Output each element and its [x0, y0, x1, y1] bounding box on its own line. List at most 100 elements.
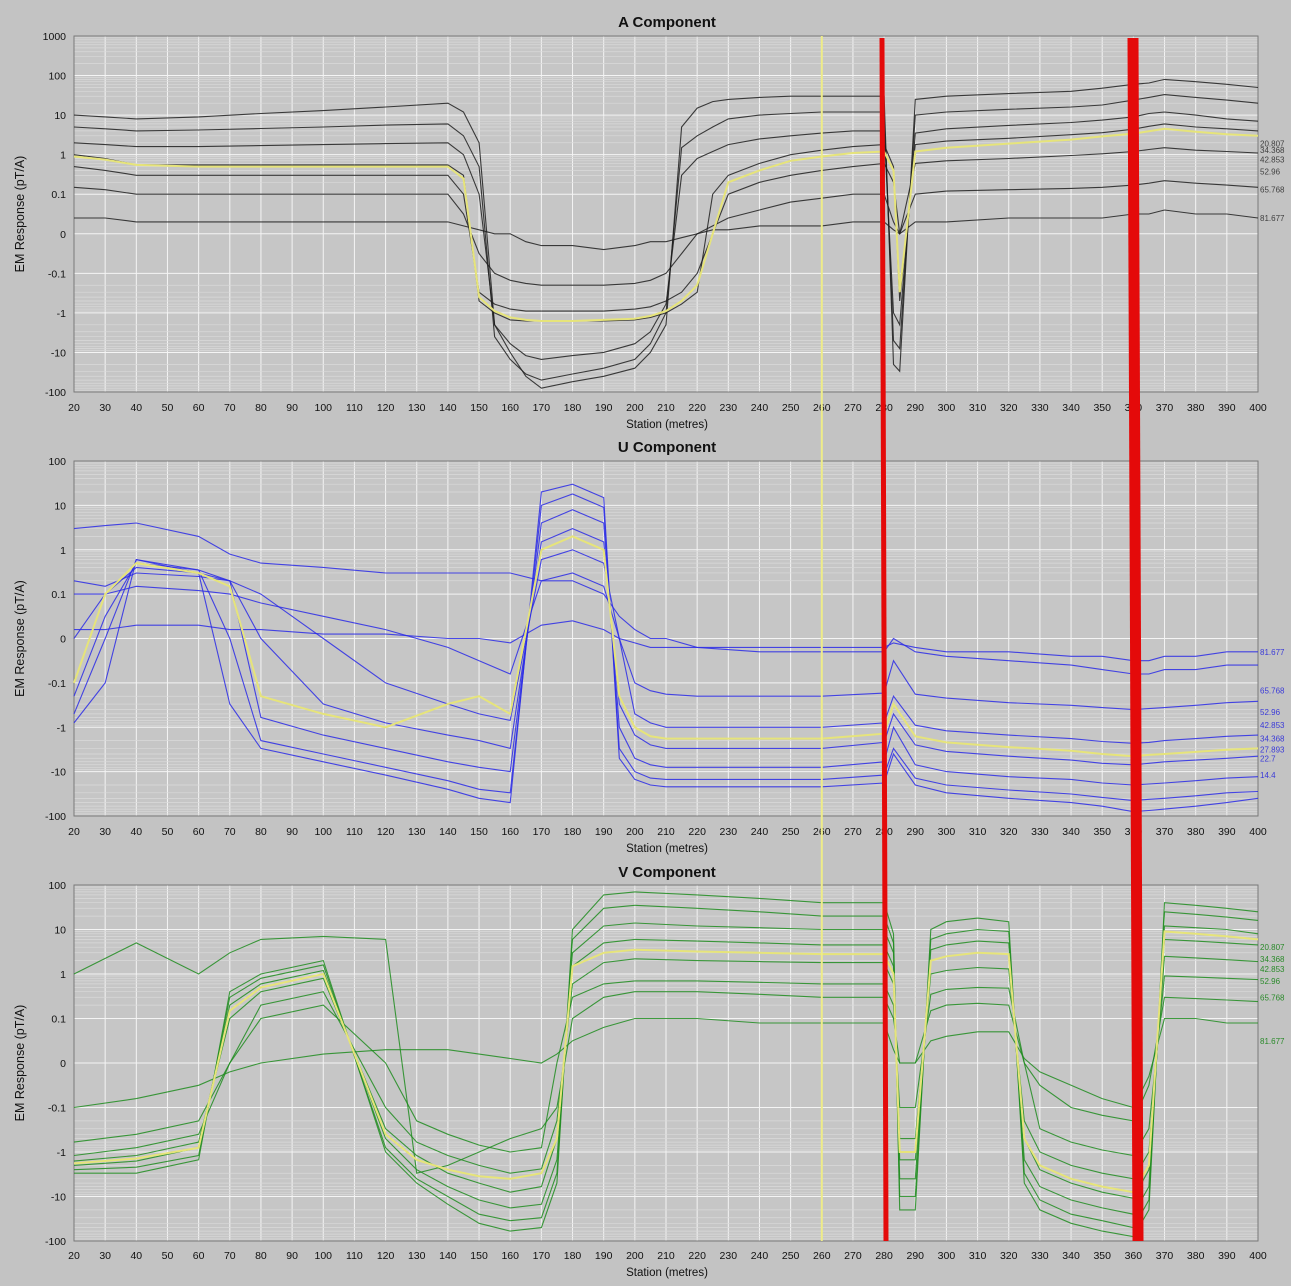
y-tick-label: 1 — [60, 969, 66, 981]
x-tick-label: 120 — [377, 1250, 395, 1262]
x-tick-label: 70 — [224, 826, 236, 838]
x-tick-label: 340 — [1062, 402, 1080, 414]
x-tick-label: 30 — [99, 1250, 111, 1262]
y-tick-label: -1 — [57, 308, 66, 320]
channel-label: 42.853 — [1260, 721, 1285, 730]
x-tick-label: 80 — [255, 826, 267, 838]
x-tick-label: 340 — [1062, 826, 1080, 838]
x-tick-label: 310 — [969, 402, 987, 414]
x-tick-label: 120 — [377, 402, 395, 414]
x-tick-label: 110 — [346, 402, 363, 414]
series-line-6 — [74, 572, 1259, 711]
x-tick-label: 250 — [782, 1250, 800, 1262]
plot-frame — [73, 35, 1259, 393]
x-tick-label: 70 — [224, 402, 236, 414]
x-tick-label: 100 — [314, 826, 332, 838]
x-tick-label: 350 — [1093, 1250, 1111, 1262]
x-tick-label: 390 — [1218, 1250, 1236, 1262]
x-tick-label: 200 — [626, 1250, 644, 1262]
x-tick-label: 50 — [162, 826, 174, 838]
x-tick-label: 130 — [408, 826, 426, 838]
x-tick-label: 200 — [626, 826, 644, 838]
red-marker-line-1 — [879, 37, 889, 1242]
x-tick-label: 20 — [68, 402, 80, 414]
x-tick-label: 330 — [1031, 826, 1049, 838]
x-tick-label: 220 — [688, 402, 706, 414]
y-tick-label: 0 — [60, 634, 66, 646]
x-tick-label: 190 — [595, 1250, 613, 1262]
x-tick-label: 110 — [346, 1250, 363, 1262]
y-tick-label: 0.1 — [51, 189, 66, 201]
x-tick-label: 300 — [938, 402, 956, 414]
x-tick-label: 280 — [875, 1250, 893, 1262]
channel-label: 42.853 — [1260, 156, 1285, 165]
x-tick-label: 300 — [938, 826, 956, 838]
channel-label: 81.677 — [1260, 214, 1285, 223]
x-tick-label: 150 — [470, 402, 488, 414]
x-tick-label: 100 — [314, 402, 332, 414]
y-tick-label: 100 — [48, 880, 66, 892]
series-line-5 — [73, 147, 1259, 312]
x-tick-label: 390 — [1218, 826, 1236, 838]
series-line-7 — [74, 209, 1259, 251]
channel-label: 27.893 — [1260, 746, 1285, 755]
x-tick-label: 110 — [346, 826, 363, 838]
y-tick-label: -10 — [51, 1192, 66, 1204]
x-tick-label: 90 — [286, 826, 298, 838]
channel-label: 20.807 — [1260, 140, 1285, 149]
x-tick-label: 230 — [720, 402, 738, 414]
chart-title: A Component — [618, 14, 716, 31]
x-tick-label: 380 — [1187, 1250, 1205, 1262]
x-tick-label: 180 — [564, 826, 582, 838]
x-tick-label: 390 — [1218, 402, 1236, 414]
channel-label: 14.4 — [1260, 771, 1276, 780]
y-tick-label: 10 — [54, 925, 66, 937]
y-axis-label: EM Response (pT/A) — [13, 1005, 27, 1122]
x-tick-label: 60 — [193, 1250, 205, 1262]
channel-label: 81.677 — [1260, 648, 1285, 657]
x-tick-label: 320 — [1000, 826, 1018, 838]
x-tick-label: 370 — [1156, 1250, 1174, 1262]
x-tick-label: 370 — [1156, 826, 1174, 838]
x-tick-label: 160 — [501, 1250, 519, 1262]
x-tick-label: 290 — [906, 402, 924, 414]
series-line-2 — [73, 94, 1259, 381]
series-line-4 — [73, 528, 1259, 766]
channel-label: 42.853 — [1260, 965, 1285, 974]
y-axis-label: EM Response (pT/A) — [13, 580, 27, 697]
x-tick-label: 130 — [408, 402, 426, 414]
x-tick-label: 270 — [844, 826, 862, 838]
x-tick-label: 220 — [688, 1250, 706, 1262]
x-axis-label: Station (metres) — [626, 843, 708, 855]
y-tick-label: 10 — [54, 110, 66, 122]
x-tick-label: 210 — [657, 1250, 675, 1262]
x-tick-label: 60 — [193, 402, 205, 414]
x-tick-label: 170 — [533, 402, 551, 414]
y-axis-label: EM Response (pT/A) — [13, 156, 27, 273]
x-tick-label: 120 — [377, 826, 395, 838]
x-tick-label: 180 — [564, 1250, 582, 1262]
x-tick-label: 40 — [130, 1250, 142, 1262]
x-tick-label: 140 — [439, 402, 457, 414]
x-tick-label: 150 — [470, 1250, 488, 1262]
y-tick-label: 10 — [54, 500, 66, 512]
channel-label: 52.96 — [1260, 977, 1281, 986]
series-line-1 — [73, 483, 1259, 813]
channel-label: 34.368 — [1260, 955, 1285, 964]
y-tick-label: 0.1 — [51, 1014, 66, 1026]
x-tick-label: 140 — [439, 1250, 457, 1262]
x-tick-label: 130 — [408, 1250, 426, 1262]
channel-label: 65.768 — [1260, 186, 1285, 195]
channel-label: 65.768 — [1260, 687, 1285, 696]
x-tick-label: 380 — [1187, 402, 1205, 414]
y-tick-label: -10 — [51, 767, 66, 779]
y-tick-label: -100 — [45, 387, 66, 399]
series-line-8 — [73, 522, 1258, 675]
x-tick-label: 400 — [1249, 402, 1267, 414]
highlight-series-line — [73, 127, 1259, 322]
x-tick-label: 180 — [564, 402, 582, 414]
x-tick-label: 20 — [68, 826, 80, 838]
x-tick-label: 310 — [969, 1250, 987, 1262]
x-tick-label: 140 — [439, 826, 457, 838]
